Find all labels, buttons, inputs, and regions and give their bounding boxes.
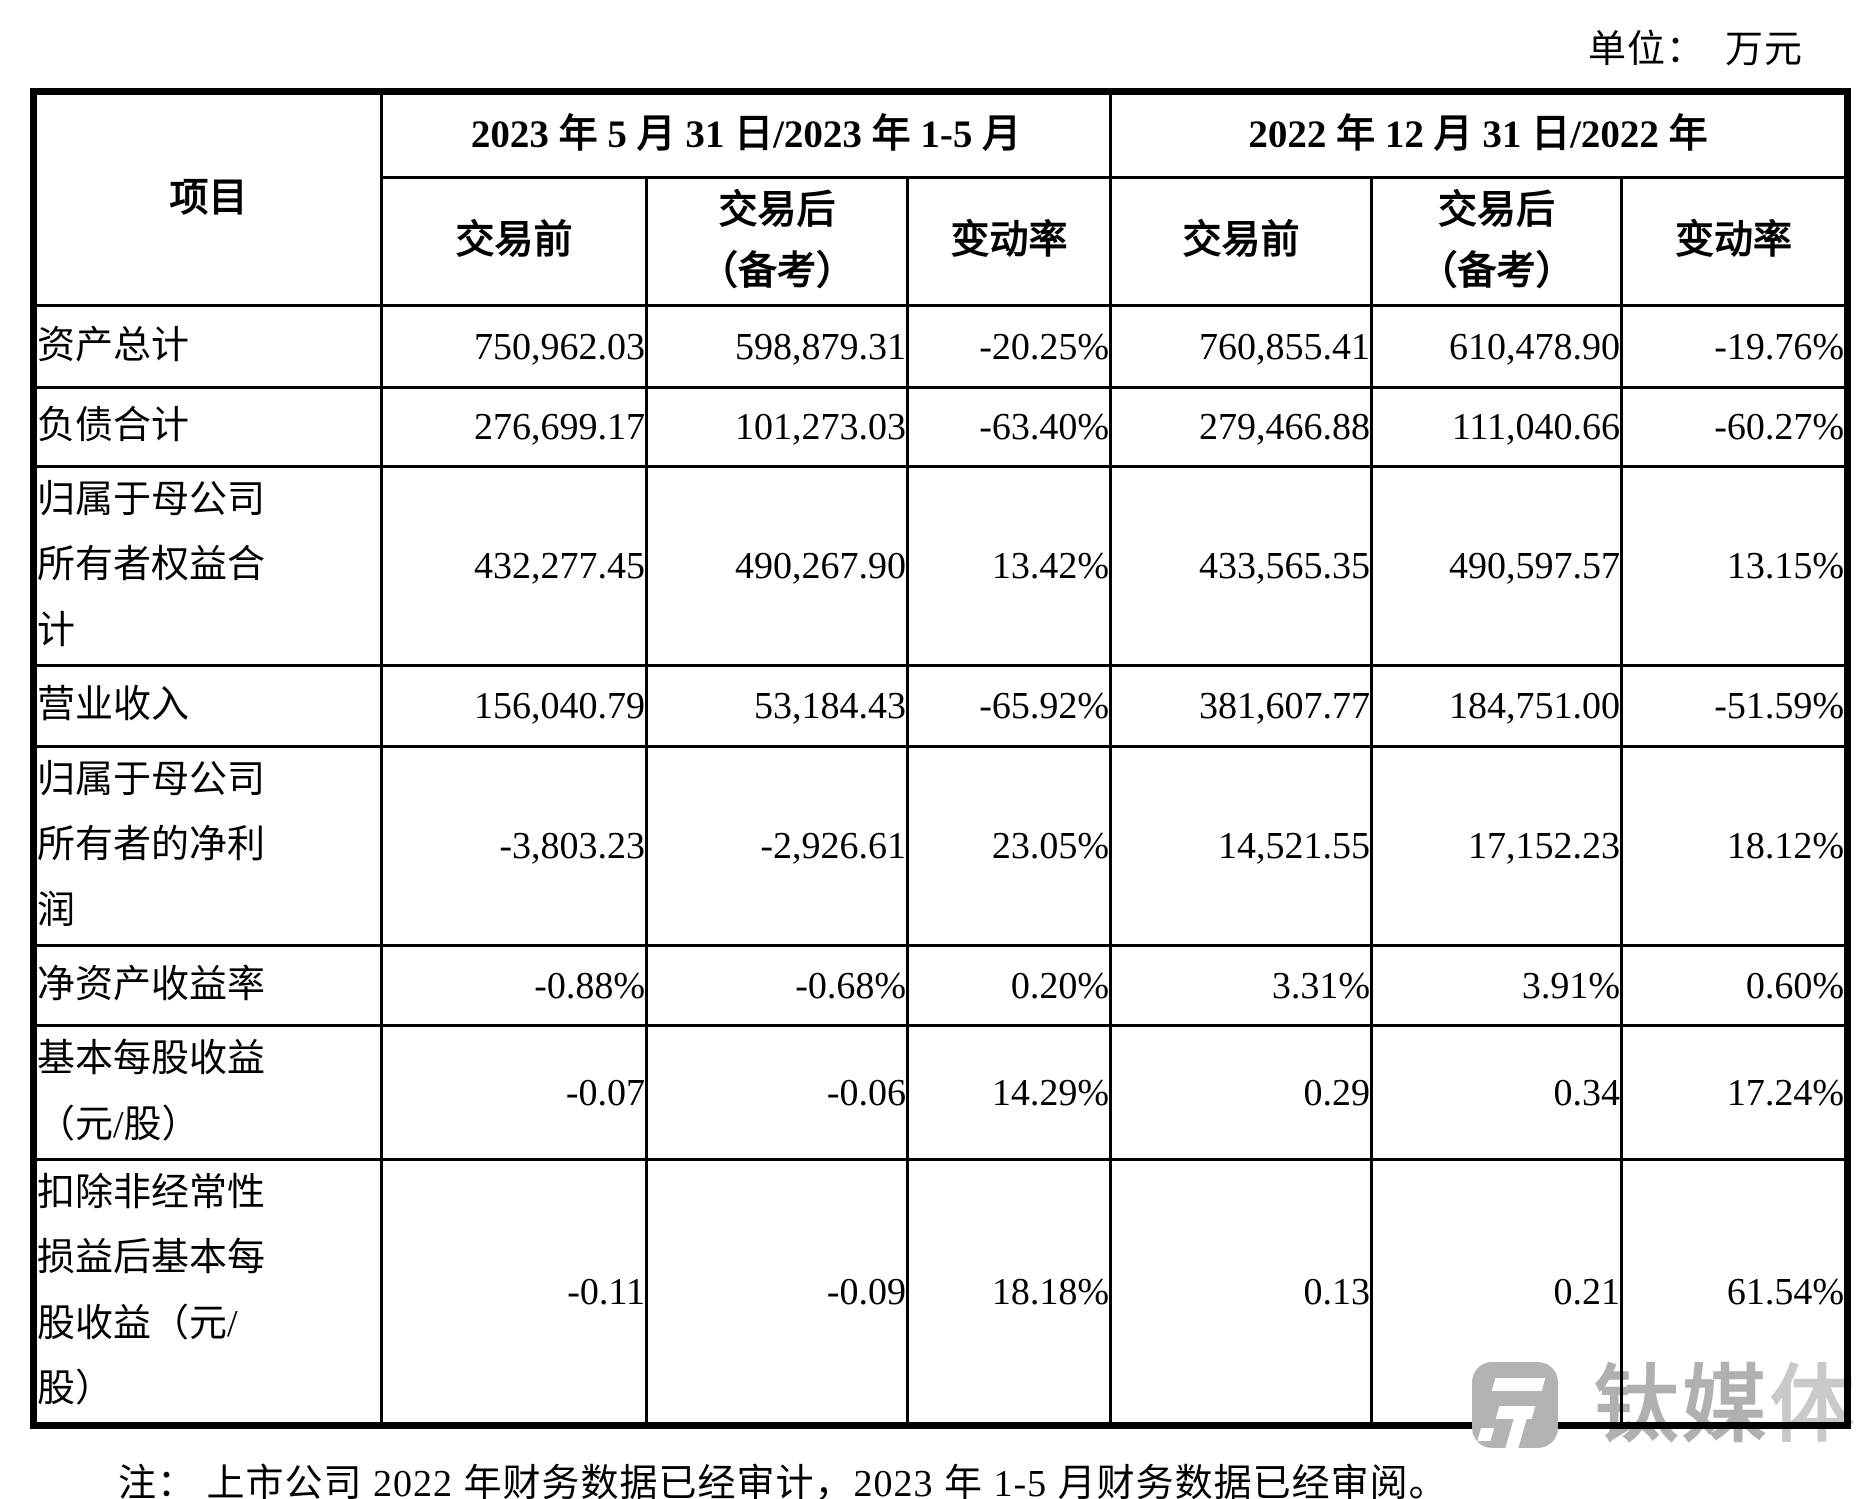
period-header-2023: 2023 年 5 月 31 日/2023 年 1-5 月 <box>379 90 1113 179</box>
value-cell: 610,478.90 <box>1370 304 1624 389</box>
value-cell: 13.15% <box>1620 464 1850 668</box>
value-cell: -65.92% <box>905 664 1113 749</box>
value-cell: -63.40% <box>905 386 1113 468</box>
value-cell: -20.25% <box>905 304 1113 389</box>
value-cell: 18.18% <box>905 1157 1113 1428</box>
table-row: 负债合计 276,699.17 101,273.03 -63.40% 279,4… <box>32 386 1850 468</box>
subheader-post-2022: 交易后 （备考） <box>1370 176 1624 307</box>
financial-comparison-table: 项目 2023 年 5 月 31 日/2023 年 1-5 月 2022 年 1… <box>30 88 1852 1430</box>
value-cell: 276,699.17 <box>380 386 648 468</box>
value-cell: 279,466.88 <box>1109 386 1374 468</box>
value-cell: -51.59% <box>1620 664 1850 749</box>
row-label: 负债合计 <box>32 386 383 468</box>
row-label: 营业收入 <box>32 664 383 749</box>
table-row: 净资产收益率 -0.88% -0.68% 0.20% 3.31% 3.91% 0… <box>32 944 1850 1028</box>
value-cell: 0.13 <box>1109 1157 1374 1428</box>
value-cell: 432,277.45 <box>380 464 648 668</box>
footnote: 注： 上市公司 2022 年财务数据已经审计，2023 年 1-5 月财务数据已… <box>118 1463 1448 1499</box>
period-header-2022: 2022 年 12 月 31 日/2022 年 <box>1109 90 1850 179</box>
value-cell: -0.68% <box>645 944 909 1028</box>
value-cell: -0.09 <box>645 1157 909 1428</box>
value-cell: 0.60% <box>1620 944 1850 1028</box>
item-column-header: 项目 <box>32 90 383 307</box>
value-cell: 0.29 <box>1109 1024 1374 1161</box>
row-label: 基本每股收益 （元/股） <box>32 1024 383 1161</box>
row-label: 扣除非经常性 损益后基本每 股收益（元/ 股） <box>32 1157 383 1428</box>
table-row: 扣除非经常性 损益后基本每 股收益（元/ 股） -0.11 -0.09 18.1… <box>32 1157 1850 1428</box>
value-cell: 598,879.31 <box>645 304 909 389</box>
value-cell: -0.07 <box>380 1024 648 1161</box>
value-cell: 17,152.23 <box>1370 745 1624 948</box>
value-cell: -60.27% <box>1620 386 1850 468</box>
value-cell: 490,267.90 <box>645 464 909 668</box>
table-row: 资产总计 750,962.03 598,879.31 -20.25% 760,8… <box>32 304 1850 389</box>
subheader-change-2022: 变动率 <box>1620 176 1850 307</box>
subheader-change-2023: 变动率 <box>905 176 1113 307</box>
value-cell: 381,607.77 <box>1109 664 1374 749</box>
value-cell: 184,751.00 <box>1370 664 1624 749</box>
value-cell: 0.20% <box>905 944 1113 1028</box>
value-cell: 490,597.57 <box>1370 464 1624 668</box>
value-cell: -19.76% <box>1620 304 1850 389</box>
value-cell: 156,040.79 <box>380 664 648 749</box>
value-cell: 13.42% <box>905 464 1113 668</box>
row-label: 资产总计 <box>32 304 383 389</box>
row-label: 归属于母公司 所有者的净利 润 <box>32 745 383 948</box>
subheader-pre-2023: 交易前 <box>380 176 648 307</box>
value-cell: -0.06 <box>645 1024 909 1161</box>
value-cell: 61.54% <box>1620 1157 1850 1428</box>
header-row-subcolumns: 交易前 交易后 （备考） 变动率 交易前 交易后 （备考） 变动率 <box>34 176 1850 307</box>
value-cell: 433,565.35 <box>1109 464 1374 668</box>
row-label: 净资产收益率 <box>32 944 383 1028</box>
value-cell: -2,926.61 <box>645 745 909 948</box>
unit-label: 单位： 万元 <box>1587 29 1803 71</box>
table-row: 基本每股收益 （元/股） -0.07 -0.06 14.29% 0.29 0.3… <box>32 1024 1850 1161</box>
table-row: 归属于母公司 所有者权益合 计 432,277.45 490,267.90 13… <box>32 464 1850 668</box>
value-cell: 18.12% <box>1620 745 1850 948</box>
value-cell: -0.88% <box>380 944 648 1028</box>
watermark-text-light: 体 <box>1770 1358 1859 1452</box>
value-cell: -3,803.23 <box>380 745 648 948</box>
value-cell: 23.05% <box>905 745 1113 948</box>
header-row-periods: 项目 2023 年 5 月 31 日/2023 年 1-5 月 2022 年 1… <box>32 90 1850 307</box>
value-cell: 101,273.03 <box>645 386 909 468</box>
watermark-text-main: 钛媒 <box>1594 1358 1771 1452</box>
value-cell: 53,184.43 <box>645 664 909 749</box>
row-label: 归属于母公司 所有者权益合 计 <box>32 464 383 668</box>
value-cell: 14.29% <box>905 1024 1113 1161</box>
tmtpost-logo-icon <box>1472 1362 1558 1448</box>
table-row: 营业收入 156,040.79 53,184.43 -65.92% 381,60… <box>32 664 1850 749</box>
watermark-text: 钛媒体 <box>1594 1362 1858 1448</box>
table-row: 归属于母公司 所有者的净利 润 -3,803.23 -2,926.61 23.0… <box>32 745 1850 948</box>
value-cell: 3.91% <box>1370 944 1624 1028</box>
value-cell: 750,962.03 <box>380 304 648 389</box>
value-cell: 0.34 <box>1370 1024 1624 1161</box>
value-cell: 17.24% <box>1620 1024 1850 1161</box>
value-cell: 3.31% <box>1109 944 1374 1028</box>
subheader-pre-2022: 交易前 <box>1109 176 1374 307</box>
value-cell: 111,040.66 <box>1370 386 1624 468</box>
value-cell: -0.11 <box>380 1157 648 1428</box>
value-cell: 14,521.55 <box>1109 745 1374 948</box>
subheader-post-2023: 交易后 （备考） <box>645 176 909 307</box>
watermark: 钛媒体 <box>1472 1362 1858 1448</box>
value-cell: 760,855.41 <box>1109 304 1374 389</box>
